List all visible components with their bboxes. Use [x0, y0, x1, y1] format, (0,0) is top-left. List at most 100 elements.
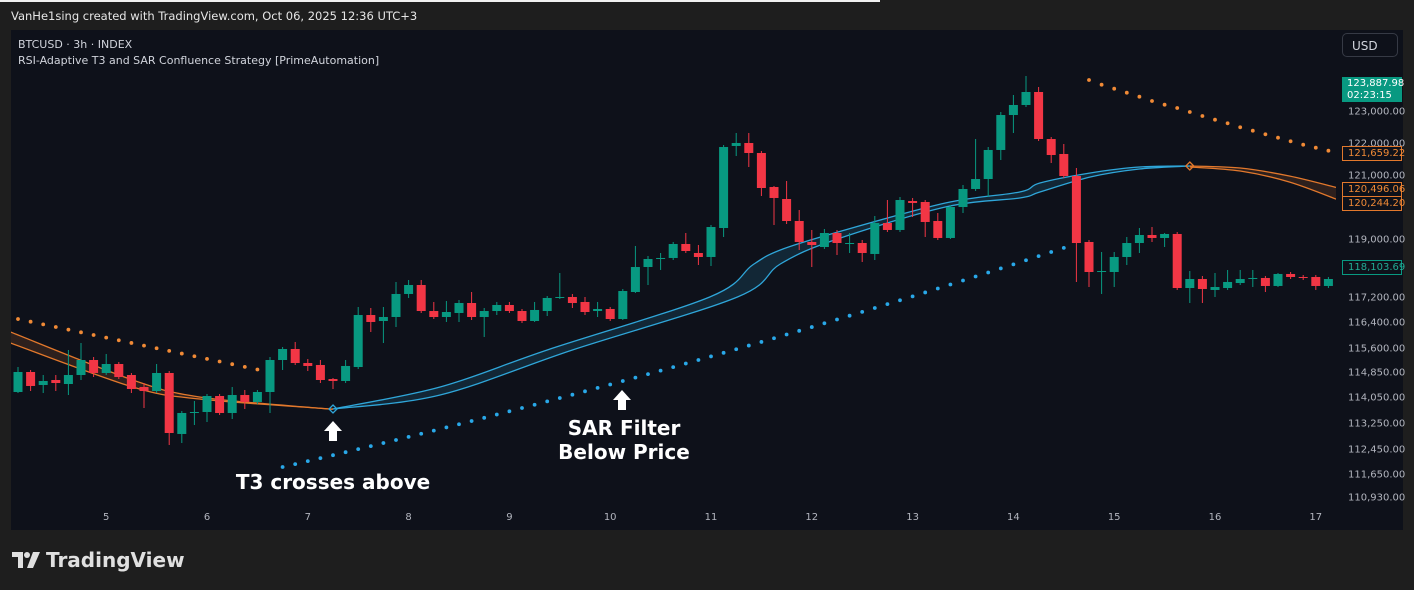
candle-body	[895, 200, 905, 230]
indicator-legend[interactable]: RSI-Adaptive T3 and SAR Confluence Strat…	[18, 54, 380, 67]
candle-body	[441, 312, 451, 317]
candle-body	[252, 392, 262, 402]
candle-body	[404, 284, 414, 294]
candle-body	[681, 244, 691, 252]
candle-body	[1210, 287, 1220, 290]
sar-dot	[658, 368, 663, 373]
candle-body	[769, 187, 779, 198]
t3-lower-line	[1189, 166, 1336, 200]
t3-cross-annotation: T3 crosses above	[235, 470, 431, 494]
time-tick-label: 17	[1309, 512, 1323, 523]
sar-dot	[696, 358, 701, 362]
sar-dot	[998, 266, 1003, 271]
candle-body	[290, 348, 300, 364]
t3-lower-price-label: 120,244.20	[1342, 196, 1405, 211]
candle-body	[1160, 233, 1170, 238]
sar-dot	[923, 290, 928, 295]
sar-dot	[469, 419, 474, 423]
candle-body	[467, 303, 477, 317]
sar-dot	[797, 328, 802, 333]
candle-body	[1235, 279, 1245, 284]
candle-body	[353, 315, 363, 368]
candle-body	[567, 296, 577, 304]
sar-dot	[368, 444, 373, 449]
sar-dot	[242, 364, 247, 369]
time-tick-label: 16	[1208, 512, 1222, 523]
sar-dot	[356, 447, 361, 452]
candle-body	[177, 412, 187, 434]
sar-dot	[809, 325, 814, 329]
sar-dot	[1225, 121, 1230, 126]
candle-body	[542, 297, 552, 312]
candle-body	[114, 364, 124, 377]
candle-body	[265, 360, 275, 392]
sar-dot	[671, 365, 676, 370]
candle-body	[26, 372, 36, 386]
sar-dot	[79, 330, 83, 335]
sar-dot	[16, 317, 20, 321]
candle-body	[706, 227, 716, 257]
last-price-value: 123,887.98	[1347, 78, 1405, 89]
sar-dot	[860, 309, 865, 314]
sar-dot	[192, 354, 197, 359]
time-tick-label: 9	[506, 512, 513, 523]
t3-band-fill	[1189, 165, 1336, 200]
candle-body	[857, 243, 867, 253]
candle-body	[1298, 276, 1308, 278]
candle-body	[1046, 139, 1056, 156]
candle-body	[1323, 279, 1333, 286]
t3-lower-line	[332, 165, 1190, 410]
candle-body	[1185, 279, 1195, 288]
time-tick-label: 11	[704, 512, 718, 523]
sar-dot	[646, 372, 650, 377]
sar-dot	[1112, 86, 1117, 91]
sar-dot	[759, 340, 764, 344]
t3-band-fill	[333, 165, 1190, 409]
price-tick-label: 123,000.00	[1348, 106, 1406, 118]
candle-body	[416, 284, 426, 312]
sar-dot	[406, 434, 411, 439]
candle-body	[1311, 276, 1321, 286]
candle-body	[315, 364, 325, 380]
sar-dot	[557, 396, 562, 400]
currency-button[interactable]: USD	[1342, 33, 1398, 57]
candle-body	[945, 207, 955, 238]
price-tick-label: 121,000.00	[1348, 170, 1406, 182]
price-tick-label: 110,930.00	[1348, 492, 1406, 504]
sar-dot	[331, 453, 335, 458]
candle-body	[744, 143, 754, 153]
sar-dot	[986, 270, 991, 275]
t3-upper-price-label: 120,496.06	[1342, 182, 1405, 197]
price-axis[interactable]	[1336, 30, 1403, 530]
close-price-label: 118,103.69	[1342, 260, 1405, 275]
candle-body	[215, 396, 225, 413]
sar-dot	[142, 343, 146, 348]
candle-body	[693, 252, 703, 257]
time-tick-label: 13	[906, 512, 919, 523]
sar-dot	[898, 298, 902, 303]
candle-body	[126, 375, 136, 389]
sar-dot	[444, 425, 449, 430]
tradingview-logo-icon	[12, 552, 40, 568]
candle-body	[1071, 176, 1081, 244]
sar-dot	[961, 278, 965, 283]
candle-body	[240, 395, 250, 402]
candle-body	[882, 223, 892, 230]
candle-body	[63, 375, 73, 384]
sar-dot	[620, 379, 625, 383]
symbol-legend[interactable]: BTCUSD · 3h · INDEX	[18, 38, 133, 51]
top-edge	[0, 0, 880, 2]
price-tick-label: 116,400.00	[1348, 317, 1406, 329]
tradingview-logo[interactable]: TradingView	[12, 548, 185, 572]
sar-dot	[343, 450, 348, 455]
sar-dot	[230, 362, 235, 367]
chart-panel[interactable]	[11, 30, 1403, 530]
sar-dot	[683, 361, 688, 366]
candle-body	[605, 308, 615, 320]
candle-body	[618, 291, 628, 320]
t3-cross-marker-icon	[1184, 161, 1195, 171]
candle-body	[643, 259, 653, 268]
candle-body	[1273, 273, 1283, 286]
candle-body	[908, 200, 918, 204]
candle-body	[38, 380, 48, 385]
